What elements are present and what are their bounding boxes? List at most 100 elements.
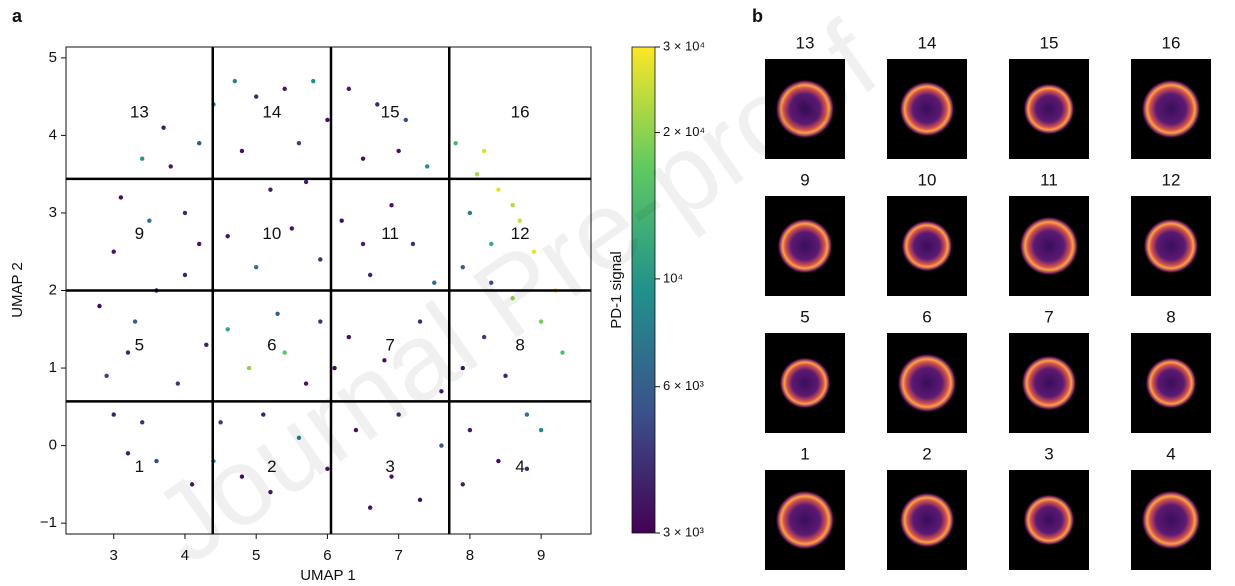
region-label: 2 — [267, 457, 276, 476]
panel-label: a — [12, 6, 23, 26]
point — [382, 358, 387, 363]
point — [303, 179, 309, 185]
point — [318, 319, 323, 324]
point — [282, 86, 287, 92]
thumbnail-label: 10 — [918, 170, 937, 189]
x-tick-label: 9 — [537, 547, 545, 564]
thumbnail-cell — [899, 492, 955, 548]
point — [118, 195, 124, 200]
thumbnail-cell — [775, 79, 835, 139]
colorbar-tick-label: 3 × 10³ — [663, 524, 705, 539]
colorbar-label: PD-1 signal — [608, 251, 625, 329]
thumbnail-cell — [775, 490, 835, 550]
region-label: 1 — [135, 457, 144, 476]
point — [239, 474, 245, 479]
point — [175, 381, 181, 386]
point — [318, 257, 323, 262]
x-axis-label: UMAP 1 — [300, 567, 356, 584]
point — [524, 412, 530, 417]
point — [182, 210, 188, 216]
y-tick-label: 1 — [49, 359, 57, 376]
point — [111, 412, 116, 417]
thumbnail-label: 6 — [922, 307, 931, 326]
thumbnail-label: 12 — [1162, 170, 1181, 189]
colorbar-tick-label: 3 × 10⁴ — [663, 38, 705, 53]
point — [225, 234, 230, 239]
point — [310, 78, 316, 84]
point — [346, 86, 352, 92]
thumbnail-label: 2 — [922, 444, 931, 463]
thumbnail-label: 3 — [1044, 444, 1053, 463]
thumbnail-label: 5 — [800, 307, 809, 326]
point — [104, 373, 109, 379]
y-axis-label: UMAP 2 — [9, 262, 26, 318]
y-tick-label: −1 — [40, 514, 57, 531]
thumbnail-label: 13 — [796, 33, 815, 52]
point — [417, 319, 423, 324]
point — [524, 466, 530, 472]
region-label: 4 — [515, 457, 524, 476]
thumbnail-label: 15 — [1040, 33, 1059, 52]
y-tick-label: 2 — [49, 281, 57, 298]
thumbnail-cell — [1023, 83, 1075, 135]
thumbnail-cell — [1021, 355, 1077, 411]
y-tick-label: 5 — [49, 49, 57, 66]
point — [268, 489, 273, 495]
panel-label: b — [752, 6, 763, 26]
x-tick-label: 7 — [394, 547, 402, 564]
point — [489, 280, 494, 285]
thumbnail-label: 9 — [800, 170, 809, 189]
point — [140, 156, 145, 161]
point — [132, 319, 138, 324]
thumbnail-label: 11 — [1040, 170, 1058, 189]
thumbnail-cell — [1145, 357, 1197, 409]
point — [453, 140, 458, 146]
point — [268, 187, 273, 192]
point — [197, 140, 202, 146]
x-tick-label: 3 — [110, 547, 118, 564]
thumbnail-cell — [1141, 79, 1201, 139]
point — [168, 164, 173, 169]
point — [346, 334, 352, 340]
point — [161, 125, 166, 130]
thumbnail-cell — [1019, 216, 1079, 276]
thumbnail-cell — [1023, 494, 1075, 546]
thumbnail-cell — [899, 81, 955, 137]
point — [489, 241, 494, 247]
point — [360, 156, 366, 161]
thumbnail-cell — [1141, 490, 1201, 550]
point — [460, 365, 465, 371]
point — [481, 334, 487, 340]
point — [282, 350, 287, 355]
point — [503, 373, 508, 379]
x-tick-label: 4 — [181, 547, 189, 564]
point — [325, 117, 330, 123]
point — [460, 482, 465, 487]
point — [538, 427, 544, 433]
point — [510, 296, 515, 301]
region-label: 14 — [262, 102, 281, 121]
point — [496, 458, 501, 464]
x-tick-label: 6 — [323, 547, 331, 564]
region-label: 9 — [135, 224, 144, 243]
point — [467, 427, 473, 433]
colorbar-tick-label: 6 × 10³ — [663, 378, 705, 393]
point — [531, 249, 537, 254]
point — [289, 226, 295, 231]
region-label: 11 — [381, 224, 399, 243]
point — [239, 148, 245, 154]
point — [396, 412, 401, 417]
point — [417, 497, 423, 503]
point — [389, 474, 394, 479]
region-label: 8 — [515, 335, 524, 354]
thumbnail-cell — [779, 357, 831, 409]
y-tick-label: 3 — [49, 204, 57, 221]
point — [189, 482, 195, 487]
point — [367, 505, 373, 510]
point — [467, 210, 473, 216]
thumbnail-label: 14 — [918, 33, 937, 52]
point — [253, 94, 259, 99]
point — [154, 458, 159, 464]
point — [403, 117, 408, 123]
